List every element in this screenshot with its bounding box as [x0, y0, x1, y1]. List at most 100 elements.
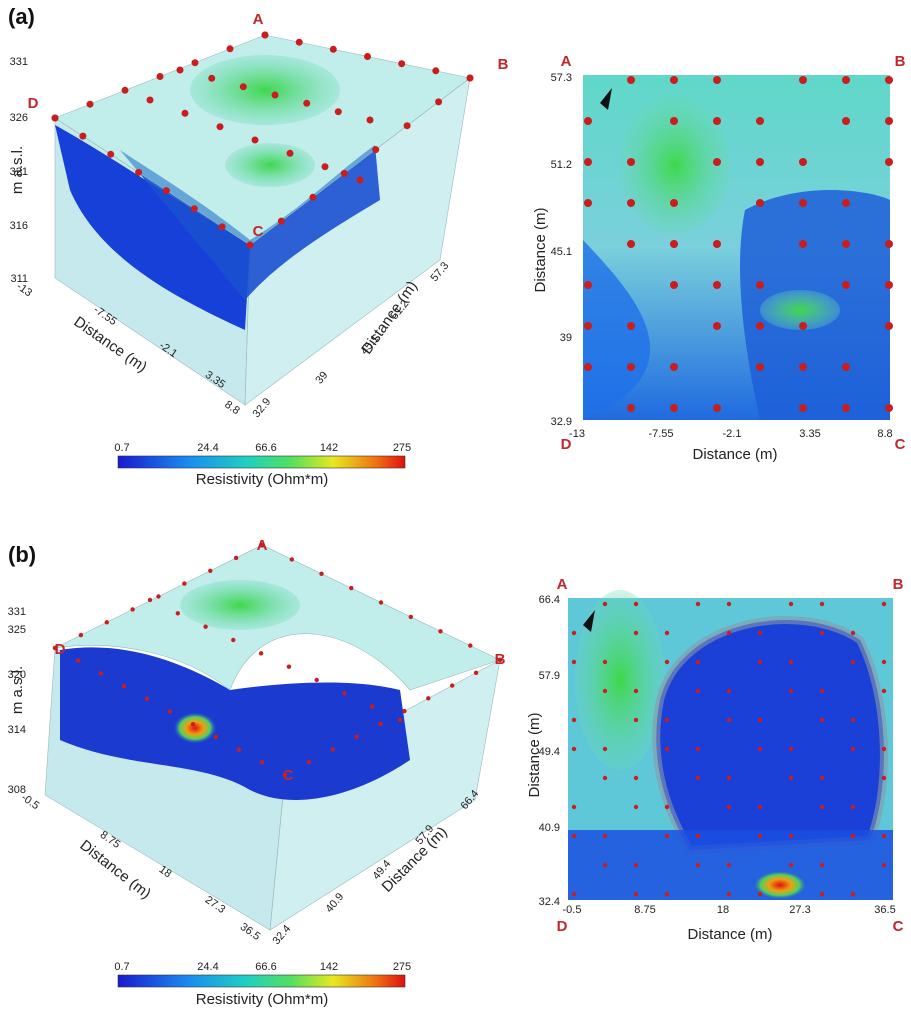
electrode — [246, 241, 254, 249]
z-tick-label: 308 — [8, 784, 26, 796]
electrode — [289, 557, 294, 562]
block-a — [54, 34, 471, 406]
electrode — [627, 363, 635, 371]
electrode — [402, 708, 407, 714]
electrode — [259, 760, 265, 765]
electrode — [885, 281, 893, 289]
electrode — [819, 601, 825, 607]
electrode — [203, 624, 208, 629]
electrode — [286, 149, 294, 157]
x-tick-label: 8.75 — [634, 904, 655, 916]
electrode — [726, 891, 732, 897]
electrode — [885, 322, 893, 330]
z-tick-label: 311 — [10, 273, 28, 285]
electrode — [340, 169, 348, 177]
y-tick-label: 51.2 — [551, 159, 572, 171]
electrode — [286, 664, 292, 669]
electrode — [468, 643, 473, 648]
y-tick-label: 45.1 — [551, 246, 572, 258]
electrode — [695, 688, 701, 694]
electrode — [349, 585, 354, 591]
plan-b — [568, 590, 893, 900]
electrode — [842, 281, 850, 289]
electrode — [571, 746, 577, 752]
z-tick-label: 325 — [8, 624, 26, 636]
corner-label: C — [895, 436, 906, 453]
electrode — [726, 688, 732, 694]
electrode — [633, 862, 639, 868]
electrode — [176, 66, 184, 74]
electrode — [819, 891, 825, 897]
z-axis-label: m a.s.l. — [9, 146, 26, 194]
electrode — [670, 117, 678, 125]
electrode — [342, 691, 347, 696]
electrode — [277, 217, 285, 225]
corner-label: C — [283, 767, 294, 784]
electrode — [295, 38, 303, 46]
colorbar-tick-label: 66.6 — [255, 442, 276, 454]
electrode — [627, 76, 635, 84]
y-tick-label: 32.9 — [250, 396, 273, 420]
electrode — [261, 31, 269, 39]
electrode — [497, 657, 503, 663]
electrode — [713, 76, 721, 84]
electrode — [271, 91, 279, 99]
electrode — [167, 709, 173, 714]
electrode — [799, 322, 807, 330]
panel-label: (a) — [8, 4, 35, 29]
electrode — [473, 670, 479, 675]
corner-label: B — [895, 53, 906, 70]
electrode — [354, 734, 359, 739]
corner-label: D — [55, 641, 66, 658]
electrode — [156, 594, 161, 599]
colorbar-tick-label: 142 — [320, 442, 338, 454]
electrode — [435, 98, 443, 106]
corner-label: B — [498, 56, 509, 73]
electrode — [236, 747, 242, 752]
electrode — [670, 76, 678, 84]
electrode — [226, 45, 234, 53]
electrode — [627, 404, 635, 412]
electrode — [75, 658, 81, 663]
electrode — [799, 240, 807, 248]
electrode — [819, 688, 825, 694]
electrode — [175, 611, 180, 616]
electrode — [329, 45, 337, 53]
electrode — [756, 281, 764, 289]
electrode — [627, 158, 635, 166]
electrode — [121, 86, 129, 94]
electrode — [713, 240, 721, 248]
electrode — [885, 404, 893, 412]
electrode — [757, 630, 763, 636]
electrode — [713, 322, 721, 330]
electrode — [378, 721, 383, 727]
electrode — [52, 645, 58, 651]
electrode — [602, 862, 608, 868]
electrode — [314, 677, 319, 683]
z-tick-label: 331 — [8, 606, 26, 618]
x-tick-label: -7.55 — [648, 428, 673, 440]
electrode — [757, 804, 763, 810]
electrode — [695, 659, 701, 665]
electrode — [799, 199, 807, 207]
electrode — [208, 568, 213, 573]
electrode — [584, 363, 592, 371]
electrode — [799, 76, 807, 84]
z-tick-label: 326 — [10, 112, 28, 124]
electrode — [584, 199, 592, 207]
electrode — [121, 683, 127, 689]
electrode — [602, 688, 608, 694]
electrode — [282, 772, 288, 778]
electrode — [79, 132, 87, 140]
y-tick-label: 32.4 — [539, 896, 560, 908]
electrode — [51, 114, 59, 122]
electrode — [130, 607, 135, 612]
electrode — [881, 688, 887, 694]
electrode — [757, 659, 763, 665]
electrode — [695, 862, 701, 868]
electrode — [664, 804, 670, 810]
x-tick-label: 3.35 — [799, 428, 820, 440]
electrode — [584, 158, 592, 166]
electrode — [190, 205, 198, 213]
electrode — [726, 601, 732, 607]
